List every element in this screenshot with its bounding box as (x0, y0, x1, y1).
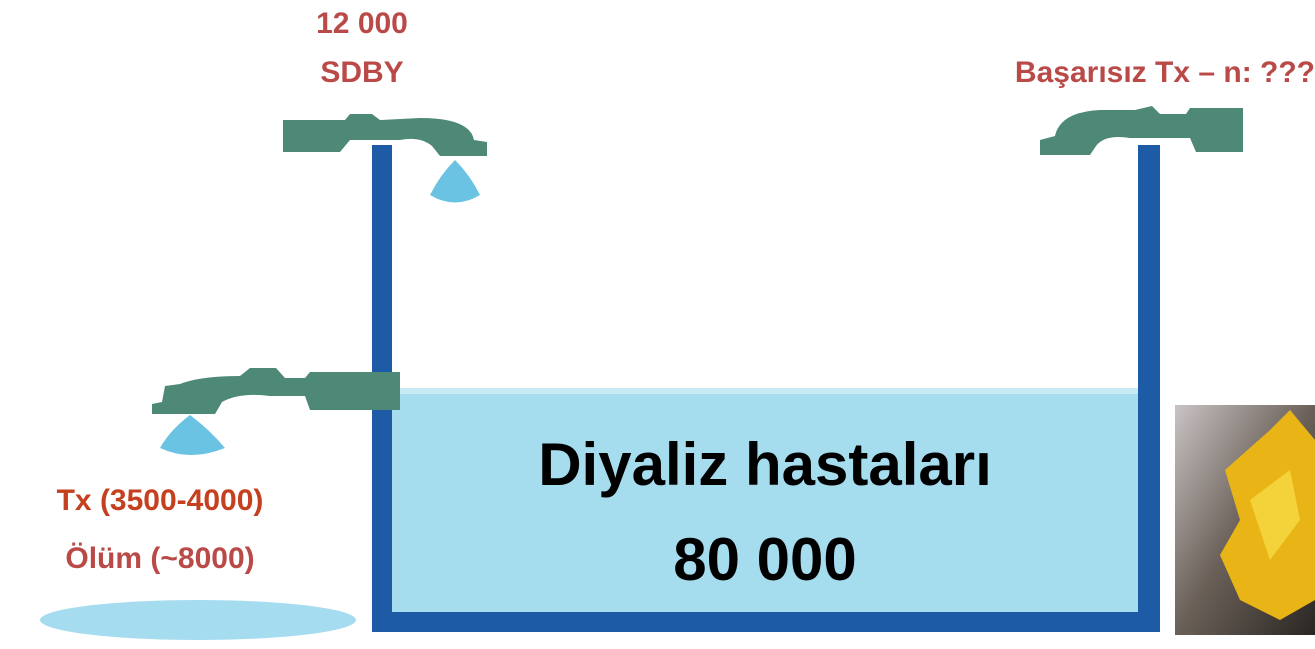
puddle (40, 600, 356, 640)
water-drop (160, 415, 225, 455)
inflow-value: 12 000 (316, 7, 408, 40)
water-surface (392, 388, 1138, 394)
outflow-transplant: Tx (3500-4000) (57, 484, 264, 517)
faucet (152, 368, 400, 414)
tank-bottom (372, 612, 1160, 632)
tank-value: 80 000 (673, 526, 857, 593)
inflow-label: SDBY (320, 56, 403, 89)
tank-label: Diyaliz hastaları (538, 431, 992, 498)
tank-right-wall (1138, 145, 1160, 632)
diagram: 12 000 SDBY Başarısız Tx – n: ??? Tx (35… (0, 0, 1315, 644)
return-inflow-label: Başarısız Tx – n: ??? (1015, 56, 1315, 89)
water-drop (430, 160, 480, 203)
outflow-death: Ölüm (~8000) (65, 542, 254, 575)
